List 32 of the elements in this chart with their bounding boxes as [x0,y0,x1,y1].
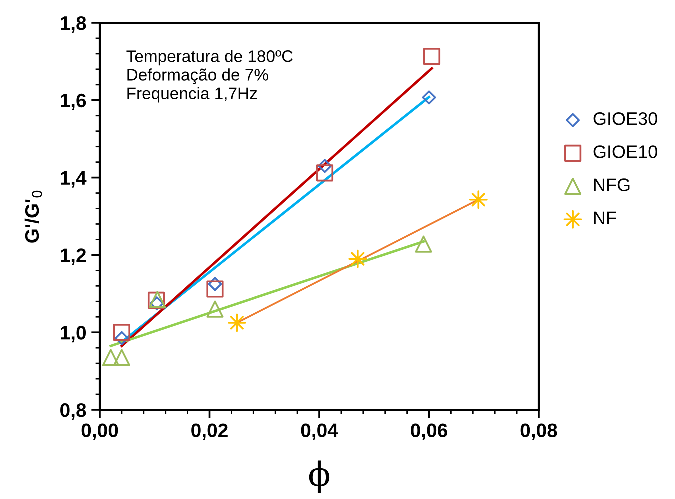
y-tick-label: 1,2 [61,248,86,266]
y-tick-label: 1,4 [61,171,87,188]
legend-label: GIOE10 [594,146,658,158]
point [113,324,130,342]
point [348,250,368,268]
point [114,331,129,346]
x-tick-label: 0,08 [520,424,558,440]
x-tick-label: 0,00 [82,424,118,440]
point [208,277,222,292]
point [422,90,436,105]
point [228,314,246,332]
point [102,349,120,366]
point [423,48,441,66]
x-tick-label: 0,02 [192,424,228,440]
y-tick-label: 1,0 [61,326,86,343]
legend-label: NF [594,212,616,224]
point [316,164,334,182]
point [113,349,130,366]
point [469,190,488,210]
y-tick-label: 1,6 [61,94,86,110]
y-axis-title: G'/G'$_{0}$ [24,190,42,243]
annotation: Temperatura de 180ºC Deformação de 7% Frequencia 1,7Hz [126,50,293,103]
legend-label: GIOE30 [594,112,658,126]
x-tick-label: 0,06 [411,424,448,440]
x-tick-label: 0,04 [301,424,338,440]
y-tick-label: 1,8 [61,16,86,34]
point [206,280,224,298]
y-tick-label: 0,8 [60,403,86,420]
point [206,300,224,318]
x-axis-title: ϕ [309,460,330,494]
legend-label: NFG [594,178,630,192]
point [415,236,432,253]
